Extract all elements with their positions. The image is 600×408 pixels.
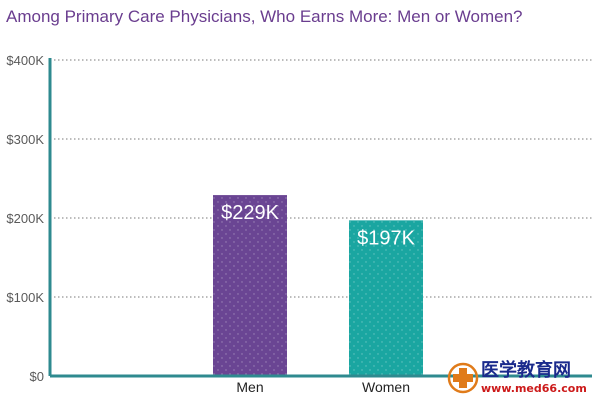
x-tick-label-men: Men xyxy=(236,379,263,395)
y-tick-label: $200K xyxy=(6,211,44,226)
bars xyxy=(213,195,423,376)
y-tick-label: $300K xyxy=(6,132,44,147)
bar-value-label-men: $229K xyxy=(221,202,279,224)
bar-value-label-women: $197K xyxy=(357,227,415,249)
watermark-url: www.med66.com xyxy=(481,382,587,395)
watermark-title: 医学教育网 xyxy=(481,359,571,381)
gridlines xyxy=(50,59,592,298)
bar-texture-women xyxy=(349,220,423,376)
watermark: 医学教育网 www.med66.com xyxy=(447,359,587,395)
x-tick-label-women: Women xyxy=(362,379,410,395)
y-axis-ticks: $0 $100K $200K $300K $400K xyxy=(6,53,44,384)
y-tick-label: $400K xyxy=(6,53,44,68)
x-axis-ticks: Men Women xyxy=(236,379,410,395)
data-labels: $229K $197K xyxy=(221,202,415,249)
bar-texture-men xyxy=(213,195,287,376)
chart-title: Among Primary Care Physicians, Who Earns… xyxy=(6,7,522,26)
medical-cross-icon xyxy=(447,362,479,394)
y-tick-label: $0 xyxy=(30,369,44,384)
y-tick-label: $100K xyxy=(6,290,44,305)
